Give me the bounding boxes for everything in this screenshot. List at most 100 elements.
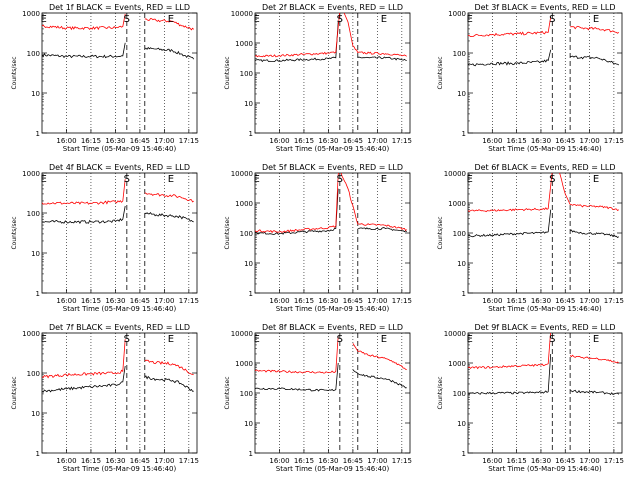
x-tick-label: 16:30: [531, 457, 551, 465]
x-tick-label: 17:00: [579, 137, 599, 145]
y-axis-label: Counts/sec: [11, 376, 18, 409]
x-tick-label: 17:00: [154, 457, 174, 465]
panel-title: Det 7f BLACK = Events, RED = LLD: [49, 323, 190, 332]
x-axis-label: Start Time (05-Mar-09 15:46:40): [488, 305, 602, 313]
x-axis-label: Start Time (05-Mar-09 15:46:40): [63, 465, 177, 473]
marker-e-label: E: [40, 174, 46, 185]
detector-panel-3: Det 3f BLACK = Events, RED = LLD 1 10 100 10…: [437, 3, 624, 153]
x-tick-label: 17:00: [367, 297, 387, 305]
x-tick-label: 16:00: [56, 457, 76, 465]
x-tick-label: 17:15: [179, 457, 199, 465]
lld-series-line: [255, 173, 407, 234]
marker-s-label: S: [549, 174, 555, 185]
y-tick-label: 1: [36, 290, 40, 298]
x-tick-label: 16:30: [318, 297, 338, 305]
detector-panel-1: Det 1f BLACK = Events, RED = LLD 1 10 100 10…: [11, 3, 199, 153]
y-axis-label: Counts/sec: [11, 216, 18, 249]
marker-e-label: E: [168, 14, 174, 25]
lld-series-line: [255, 13, 407, 58]
x-tick-label: 16:45: [130, 137, 150, 145]
y-tick-label: 1000: [235, 200, 253, 208]
marker-e-label: E: [593, 14, 599, 25]
x-tick-label: 17:00: [367, 457, 387, 465]
detector-panel-8: Det 8f BLACK = Events, RED = LLD 1 10 100 10…: [224, 323, 412, 473]
x-axis-label: Start Time (05-Mar-09 15:46:40): [276, 305, 390, 313]
x-tick-label: 17:15: [604, 137, 624, 145]
x-tick-label: 16:00: [269, 137, 289, 145]
marker-e-label: E: [168, 334, 174, 345]
lld-series-line: [42, 339, 194, 379]
x-tick-label: 16:15: [507, 457, 527, 465]
x-tick-label: 17:15: [179, 137, 199, 145]
x-tick-label: 17:15: [392, 297, 412, 305]
marker-s-label: S: [124, 334, 130, 345]
y-tick-label: 100: [453, 230, 466, 238]
x-tick-label: 16:30: [318, 137, 338, 145]
marker-s-label: S: [337, 14, 343, 25]
y-axis-label: Counts/sec: [224, 56, 231, 89]
marker-e-label: E: [466, 174, 472, 185]
x-tick-label: 17:00: [367, 137, 387, 145]
x-axis-label: Start Time (05-Mar-09 15:46:40): [63, 305, 177, 313]
y-tick-label: 10: [31, 250, 40, 258]
x-tick-label: 17:15: [179, 297, 199, 305]
panel-title: Det 4f BLACK = Events, RED = LLD: [49, 163, 190, 172]
lld-series-line: [468, 333, 620, 370]
events-series-line: [42, 205, 194, 224]
x-tick-label: 16:30: [105, 297, 125, 305]
y-tick-label: 1: [462, 130, 466, 138]
marker-s-label: S: [549, 334, 555, 345]
marker-e-label: E: [381, 14, 387, 25]
x-tick-label: 16:15: [507, 297, 527, 305]
y-tick-label: 10000: [231, 170, 253, 178]
y-axis-label: Counts/sec: [224, 216, 231, 249]
y-tick-label: 10: [244, 260, 253, 268]
plot-frame: [41, 172, 198, 294]
x-tick-label: 16:45: [343, 137, 363, 145]
y-tick-label: 100: [240, 390, 253, 398]
x-tick-label: 16:00: [482, 137, 502, 145]
x-tick-label: 16:15: [294, 297, 314, 305]
x-tick-label: 16:45: [130, 297, 150, 305]
x-tick-label: 17:00: [154, 137, 174, 145]
x-tick-label: 17:15: [604, 457, 624, 465]
y-tick-label: 1: [462, 290, 466, 298]
x-tick-label: 16:15: [81, 137, 101, 145]
marker-s-label: S: [337, 174, 343, 185]
y-tick-label: 10000: [444, 170, 466, 178]
y-tick-label: 1000: [22, 330, 40, 338]
marker-e-label: E: [253, 174, 259, 185]
x-axis-label: Start Time (05-Mar-09 15:46:40): [63, 145, 177, 153]
y-tick-label: 1: [36, 450, 40, 458]
y-tick-label: 1000: [448, 10, 466, 18]
lld-series-line: [468, 16, 620, 38]
marker-s-label: S: [549, 14, 555, 25]
panel-title: Det 2f BLACK = Events, RED = LLD: [262, 3, 403, 12]
y-tick-label: 1: [249, 130, 253, 138]
y-tick-label: 10000: [231, 10, 253, 18]
detector-panel-7: Det 7f BLACK = Events, RED = LLD 1 10 100 10…: [11, 323, 199, 473]
y-tick-label: 1: [462, 450, 466, 458]
marker-e-label: E: [466, 334, 472, 345]
y-tick-label: 100: [240, 70, 253, 78]
y-axis-label: Counts/sec: [11, 56, 18, 89]
x-tick-label: 16:45: [343, 297, 363, 305]
y-axis-label: Counts/sec: [437, 216, 444, 249]
marker-s-label: S: [124, 14, 130, 25]
detector-panel-5: Det 5f BLACK = Events, RED = LLD 1 10 100 10…: [224, 163, 412, 313]
x-tick-label: 16:15: [81, 457, 101, 465]
plot-frame: [254, 332, 411, 454]
lld-series-line: [42, 13, 194, 31]
detector-panel-9: Det 9f BLACK = Events, RED = LLD 1 10 100 10…: [437, 323, 624, 473]
marker-s-label: S: [124, 174, 130, 185]
x-tick-label: 16:30: [105, 457, 125, 465]
x-tick-label: 16:00: [56, 137, 76, 145]
y-tick-label: 10: [31, 410, 40, 418]
y-tick-label: 1: [36, 130, 40, 138]
y-tick-label: 100: [240, 230, 253, 238]
x-tick-label: 16:30: [105, 137, 125, 145]
x-tick-label: 17:15: [392, 137, 412, 145]
y-tick-label: 1000: [22, 170, 40, 178]
plot-frame: [254, 12, 411, 134]
